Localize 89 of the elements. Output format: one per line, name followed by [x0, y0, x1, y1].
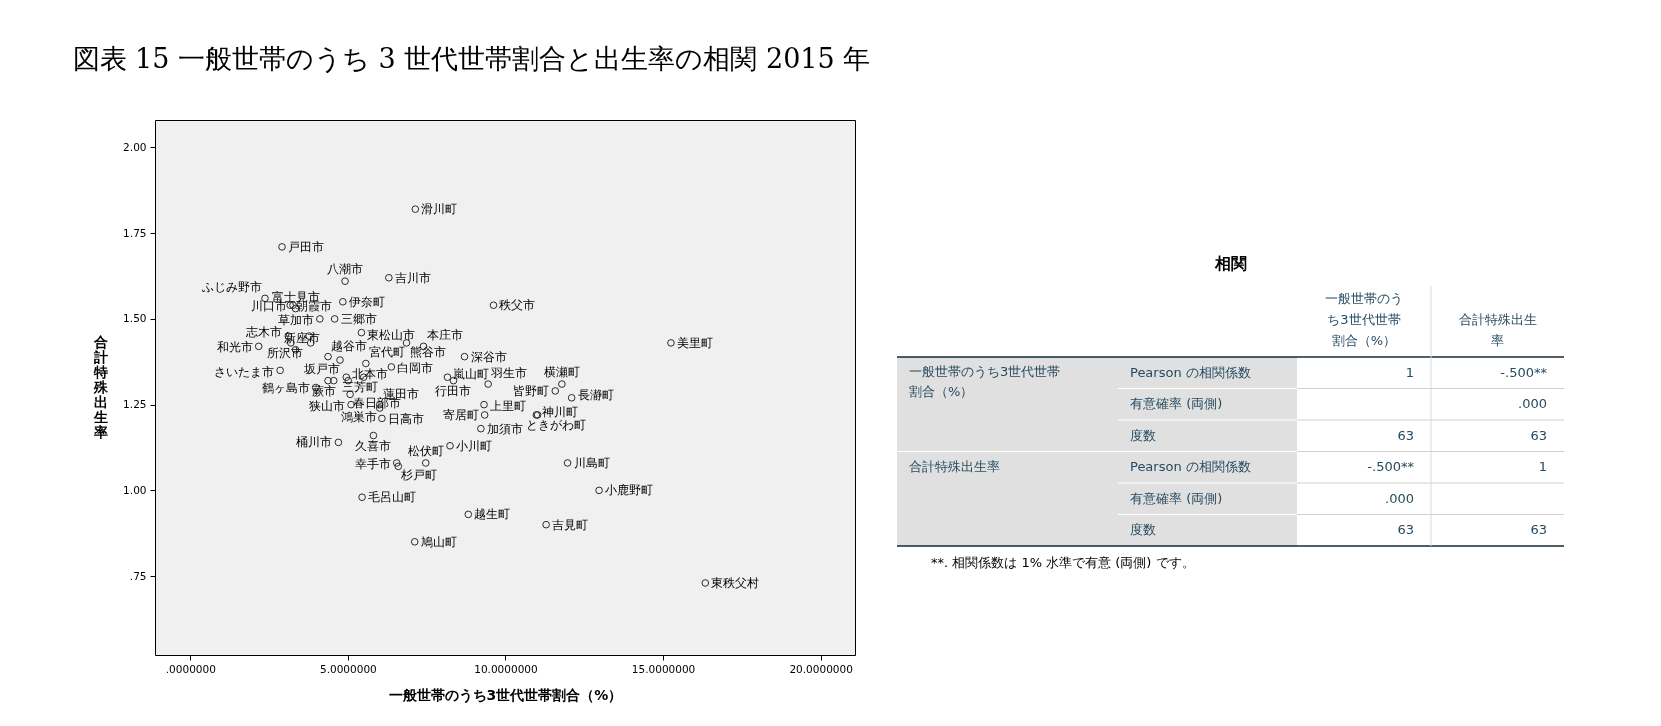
annotation: 小鹿野町: [605, 483, 654, 498]
annotation: 滑川町: [421, 202, 458, 217]
annotation: 鶴ヶ島市: [261, 380, 310, 395]
annotation: 越谷市: [331, 338, 368, 353]
annotation: さいたま市: [214, 365, 275, 380]
annotation: 八潮市: [327, 262, 364, 277]
x-tick-label: 5.0000000: [320, 662, 377, 675]
annotation: 本庄市: [426, 328, 463, 343]
category-label: Pearson の相関係数: [1130, 364, 1251, 380]
text: -.500**: [1367, 459, 1414, 475]
text: .000: [1518, 396, 1547, 412]
annotation: 寄居町: [442, 407, 479, 422]
annotation: 所沢市: [266, 345, 303, 360]
annotation: 鴻巣市: [340, 410, 377, 425]
text: -.500**: [1500, 364, 1547, 380]
annotation: 白岡市: [397, 360, 434, 375]
text: 63: [1530, 427, 1547, 443]
text: 1: [1405, 364, 1414, 380]
annotation: 秩父市: [499, 298, 536, 313]
annotation: 狭山市: [309, 398, 346, 413]
category-label: 有意確率 (両側): [1130, 490, 1223, 506]
category-label: 有意確率 (両側): [1130, 396, 1223, 412]
annotation: 坂戸市: [303, 361, 341, 376]
annotation: 毛呂山町: [368, 490, 417, 505]
category-label: 度数: [1130, 427, 1156, 443]
annotation: 羽生市: [490, 366, 528, 381]
annotation: 鳩山町: [420, 534, 457, 549]
annotation: ときがわ町: [525, 417, 586, 432]
category-label: 度数: [1130, 522, 1156, 538]
category-label: Pearson の相関係数: [1130, 459, 1251, 475]
annotation: 加須市: [486, 421, 523, 436]
annotation: 美里町: [676, 335, 713, 350]
annotation: 伊奈町: [348, 294, 385, 309]
annotation: 蕨市: [311, 383, 336, 398]
x-tick-label: 10.0000000: [474, 662, 538, 675]
y-tick-label: 1.00: [123, 483, 147, 496]
annotation: 宮代町: [368, 345, 405, 360]
annotation: 東松山市: [367, 327, 416, 342]
category-label: 合計特殊出生率: [1458, 312, 1537, 348]
annotation: 三芳町: [341, 380, 378, 395]
annotation: 上里町: [490, 398, 527, 413]
text: .000: [1385, 490, 1414, 506]
annotation: 戸田市: [288, 239, 325, 254]
annotation: 久喜市: [355, 438, 392, 453]
y-tick-label: 1.50: [123, 312, 147, 325]
annotation: 三郷市: [340, 311, 377, 326]
annotation: 嵐山町: [453, 367, 490, 382]
y-axis-title: 合計特殊出生率: [92, 333, 109, 440]
y-tick-label: .75: [129, 569, 147, 582]
annotation: 草加市: [277, 312, 314, 327]
annotation: 長瀞町: [577, 387, 614, 402]
annotation: 吉川市: [394, 270, 431, 285]
annotation: 和光市: [216, 340, 253, 355]
annotation: 小川町: [456, 438, 492, 453]
annotation: 北本市: [352, 367, 389, 382]
text: 1: [1538, 459, 1547, 475]
x-tick-label: 20.0000000: [789, 662, 853, 675]
y-tick-label: 1.25: [123, 398, 147, 411]
annotation: 松伏町: [407, 443, 444, 458]
y-tick-label: 1.75: [123, 226, 147, 239]
annotation: 杉戸町: [400, 468, 438, 483]
chart-title: 図表 15 一般世帯のうち 3 世代世帯割合と出生率の相関 2015 年: [72, 42, 871, 74]
annotation: 横瀬町: [543, 365, 580, 380]
y-tick-label: 2.00: [123, 140, 147, 153]
annotation: 越生町: [474, 507, 511, 522]
annotation: 皆野町: [513, 383, 550, 398]
category-label: 合計特殊出生率: [909, 458, 1000, 474]
text: 63: [1397, 522, 1414, 538]
annotation: 熊谷市: [409, 344, 446, 359]
annotation: 吉見町: [552, 517, 589, 532]
x-tick-label: .0000000: [165, 662, 216, 675]
annotation: 桶川市: [296, 435, 333, 450]
x-axis-title: 一般世帯のうち3世代世帯割合（%）: [388, 687, 623, 704]
text: 63: [1397, 427, 1414, 443]
category-label: 一般世帯のうち3世代世帯割合（%）: [1325, 291, 1403, 348]
annotation: ふじみ野市: [201, 280, 262, 295]
annotation: 深谷市: [470, 349, 507, 364]
annotation: 神川町: [542, 404, 579, 419]
annotation: 行田市: [435, 383, 472, 398]
category-label: 一般世帯のうち3世代世帯割合（%）: [909, 364, 1061, 399]
text: **. 相関係数は 1% 水準で有意 (両側) です。: [931, 555, 1195, 570]
annotation: 日高市: [387, 412, 424, 427]
annotation: 志木市: [246, 325, 283, 340]
text: 63: [1530, 522, 1547, 538]
annotation: 東秩父村: [711, 575, 760, 590]
annotation: 川島町: [573, 455, 610, 470]
annotation: 幸手市: [354, 456, 391, 471]
x-tick-label: 15.0000000: [631, 662, 696, 675]
text: 相関: [1213, 254, 1247, 273]
